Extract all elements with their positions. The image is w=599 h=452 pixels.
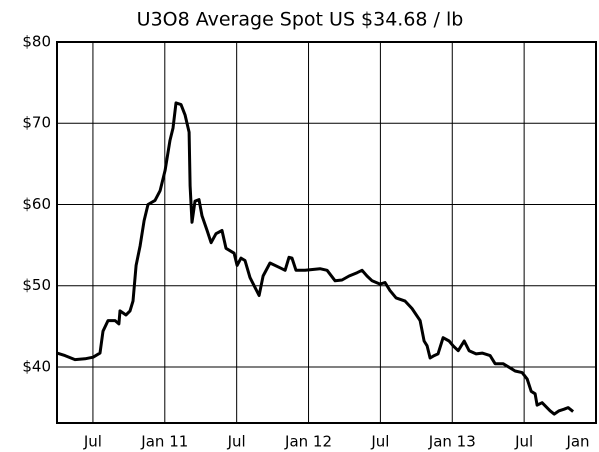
y-tick-label: $70: [22, 114, 51, 132]
plot-frame: [56, 41, 597, 424]
x-tick-label: Jan 12: [284, 433, 332, 451]
y-tick-label: $40: [22, 357, 51, 375]
x-tick-label: Jan 13: [428, 433, 476, 451]
y-tick-label: $60: [22, 195, 51, 213]
x-tick-label: Jul: [370, 433, 389, 451]
y-tick-label: $50: [22, 276, 51, 294]
y-tick-label: $80: [22, 33, 51, 51]
x-tick-label: Jul: [227, 433, 246, 451]
chart-title: U3O8 Average Spot US $34.68 / lb: [137, 9, 464, 31]
x-tick-label: Jul: [83, 433, 102, 451]
x-tick-label: Jan: [565, 433, 589, 451]
x-tick-label: Jan 11: [140, 433, 188, 451]
price-line: [56, 101, 575, 416]
x-tick-label: Jul: [514, 433, 533, 451]
